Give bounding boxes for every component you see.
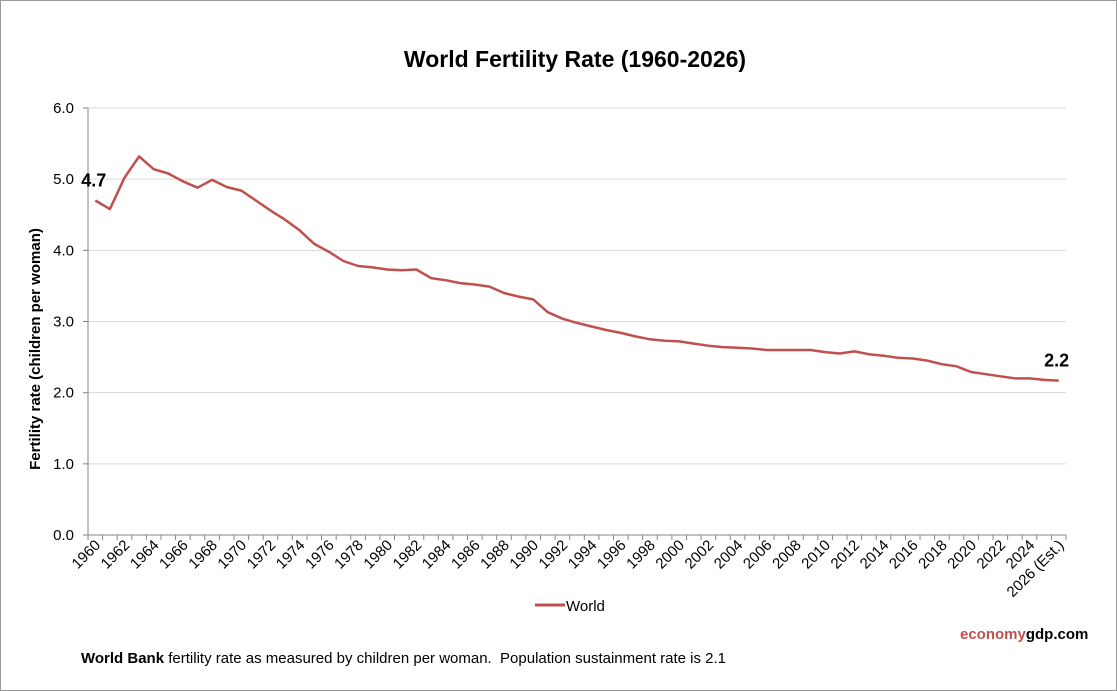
x-tick-label: 2014	[857, 537, 893, 573]
y-tick-label: 5.0	[53, 171, 74, 188]
x-tick-label: 1996	[594, 537, 630, 573]
data-labels: 4.7 2.2	[81, 171, 1069, 371]
footnote: World Bank fertility rate as measured by…	[81, 650, 726, 667]
y-tick-label: 4.0	[53, 242, 74, 259]
x-tick-label: 1970	[214, 537, 250, 573]
x-tick-label: 1966	[156, 537, 192, 573]
x-tick-label: 2020	[944, 537, 980, 573]
x-tick-label: 1994	[565, 537, 601, 573]
x-tick-label: 2016	[886, 537, 922, 573]
x-tick-label: 1986	[448, 537, 484, 573]
x-tick-label: 2010	[798, 537, 834, 573]
y-tick-label: 3.0	[53, 314, 74, 331]
brand-part-1: economy	[960, 626, 1026, 643]
x-tick-label: 1992	[536, 537, 572, 573]
y-tick-label: 1.0	[53, 456, 74, 473]
series-world	[94, 155, 1059, 382]
data-label-0: 4.7	[81, 171, 106, 191]
x-tick-label: 1984	[419, 537, 455, 573]
y-tick-label: 6.0	[53, 100, 74, 117]
data-label-1: 2.2	[1044, 351, 1069, 371]
x-tick-label: 1974	[273, 537, 309, 573]
x-tick-label: 1972	[244, 537, 280, 573]
x-tick-label: 2000	[652, 537, 688, 573]
x-tick-label: 1998	[623, 537, 659, 573]
y-tick-label: 0.0	[53, 527, 74, 544]
y-tick-label: 2.0	[53, 385, 74, 402]
series-line-world	[94, 155, 1059, 382]
x-tick-label: 1980	[360, 537, 396, 573]
x-tick-label: 1988	[477, 537, 513, 573]
axes	[87, 108, 1067, 540]
x-tick-label: 2004	[711, 537, 747, 573]
brand-watermark: economygdp.com	[960, 626, 1088, 643]
x-tick-label: 2002	[682, 537, 718, 573]
x-tick-label: 1990	[506, 537, 542, 573]
x-tick-label: 2006	[740, 537, 776, 573]
footnote-text: fertility rate as measured by children p…	[164, 650, 727, 667]
gridlines	[83, 107, 1066, 536]
footnote-source: World Bank	[81, 650, 165, 667]
x-tick-label: 1964	[127, 537, 163, 573]
x-tick-label: 2008	[769, 537, 805, 573]
x-tick-label: 2012	[828, 537, 864, 573]
x-tick-label: 1976	[302, 537, 338, 573]
x-tick-label: 2018	[915, 537, 951, 573]
legend: World	[535, 598, 605, 615]
chart-title: World Fertility Rate (1960-2026)	[404, 46, 746, 72]
brand-part-2: gdp.com	[1025, 626, 1089, 643]
x-tick-label: 1962	[98, 537, 134, 573]
x-tick-label: 2022	[974, 537, 1010, 573]
x-tick-label: 1978	[331, 537, 367, 573]
legend-label-world: World	[566, 598, 605, 615]
x-tick-labels: 1960196219641966196819701972197419761978…	[69, 537, 1068, 601]
y-axis-label: Fertility rate (children per woman)	[27, 228, 44, 470]
y-tick-labels: 0.0 1.0 2.0 3.0 4.0 5.0 6.0	[53, 100, 74, 544]
x-tick-label: 1968	[185, 537, 221, 573]
x-tick-label: 1982	[390, 537, 426, 573]
